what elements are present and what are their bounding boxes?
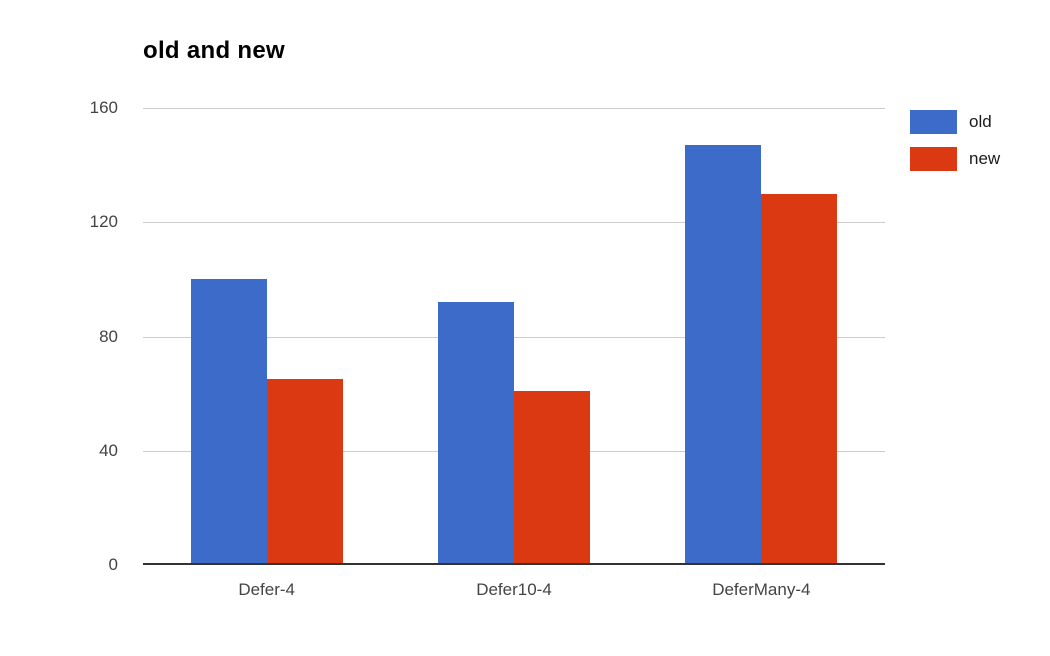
plot-area xyxy=(143,108,885,565)
x-axis-category-labels: Defer-4 Defer10-4 DeferMany-4 xyxy=(143,580,885,604)
bar-old-Defer-4[interactable] xyxy=(190,279,267,565)
legend-swatch-new xyxy=(910,147,957,171)
bar-old-DeferMany-4[interactable] xyxy=(685,145,762,565)
bar-new-Defer-4[interactable] xyxy=(266,379,343,565)
bar-group-Defer-4 xyxy=(143,108,390,565)
x-axis-line xyxy=(143,563,885,565)
y-axis-tick-labels: 0 40 80 120 160 xyxy=(0,98,126,574)
x-category-label-Defer10-4: Defer10-4 xyxy=(476,580,552,599)
bar-group-DeferMany-4 xyxy=(638,108,885,565)
gridline-160 xyxy=(143,108,885,109)
bar-new-Defer10-4[interactable] xyxy=(513,390,590,565)
bar-old-Defer10-4[interactable] xyxy=(437,302,514,565)
y-tick-label-160: 160 xyxy=(89,98,118,117)
y-tick-label-0: 0 xyxy=(108,555,118,574)
y-tick-label-40: 40 xyxy=(99,440,118,460)
gridline-120 xyxy=(143,222,885,224)
legend-swatch-old xyxy=(910,110,957,134)
x-category-label-DeferMany-4: DeferMany-4 xyxy=(712,580,811,599)
bar-group-Defer10-4 xyxy=(390,108,637,565)
legend-label-new: new xyxy=(969,149,1001,168)
legend: old new xyxy=(910,110,1000,184)
y-tick-label-80: 80 xyxy=(99,326,118,346)
y-tick-label-120: 120 xyxy=(89,212,118,232)
legend-item-new: new xyxy=(910,147,1000,171)
legend-item-old: old xyxy=(910,110,1000,134)
chart-title: old and new xyxy=(143,37,285,64)
x-category-label-Defer-4: Defer-4 xyxy=(238,580,295,599)
gridline-80 xyxy=(143,336,885,338)
legend-label-old: old xyxy=(969,112,992,131)
bar-new-DeferMany-4[interactable] xyxy=(761,193,838,565)
